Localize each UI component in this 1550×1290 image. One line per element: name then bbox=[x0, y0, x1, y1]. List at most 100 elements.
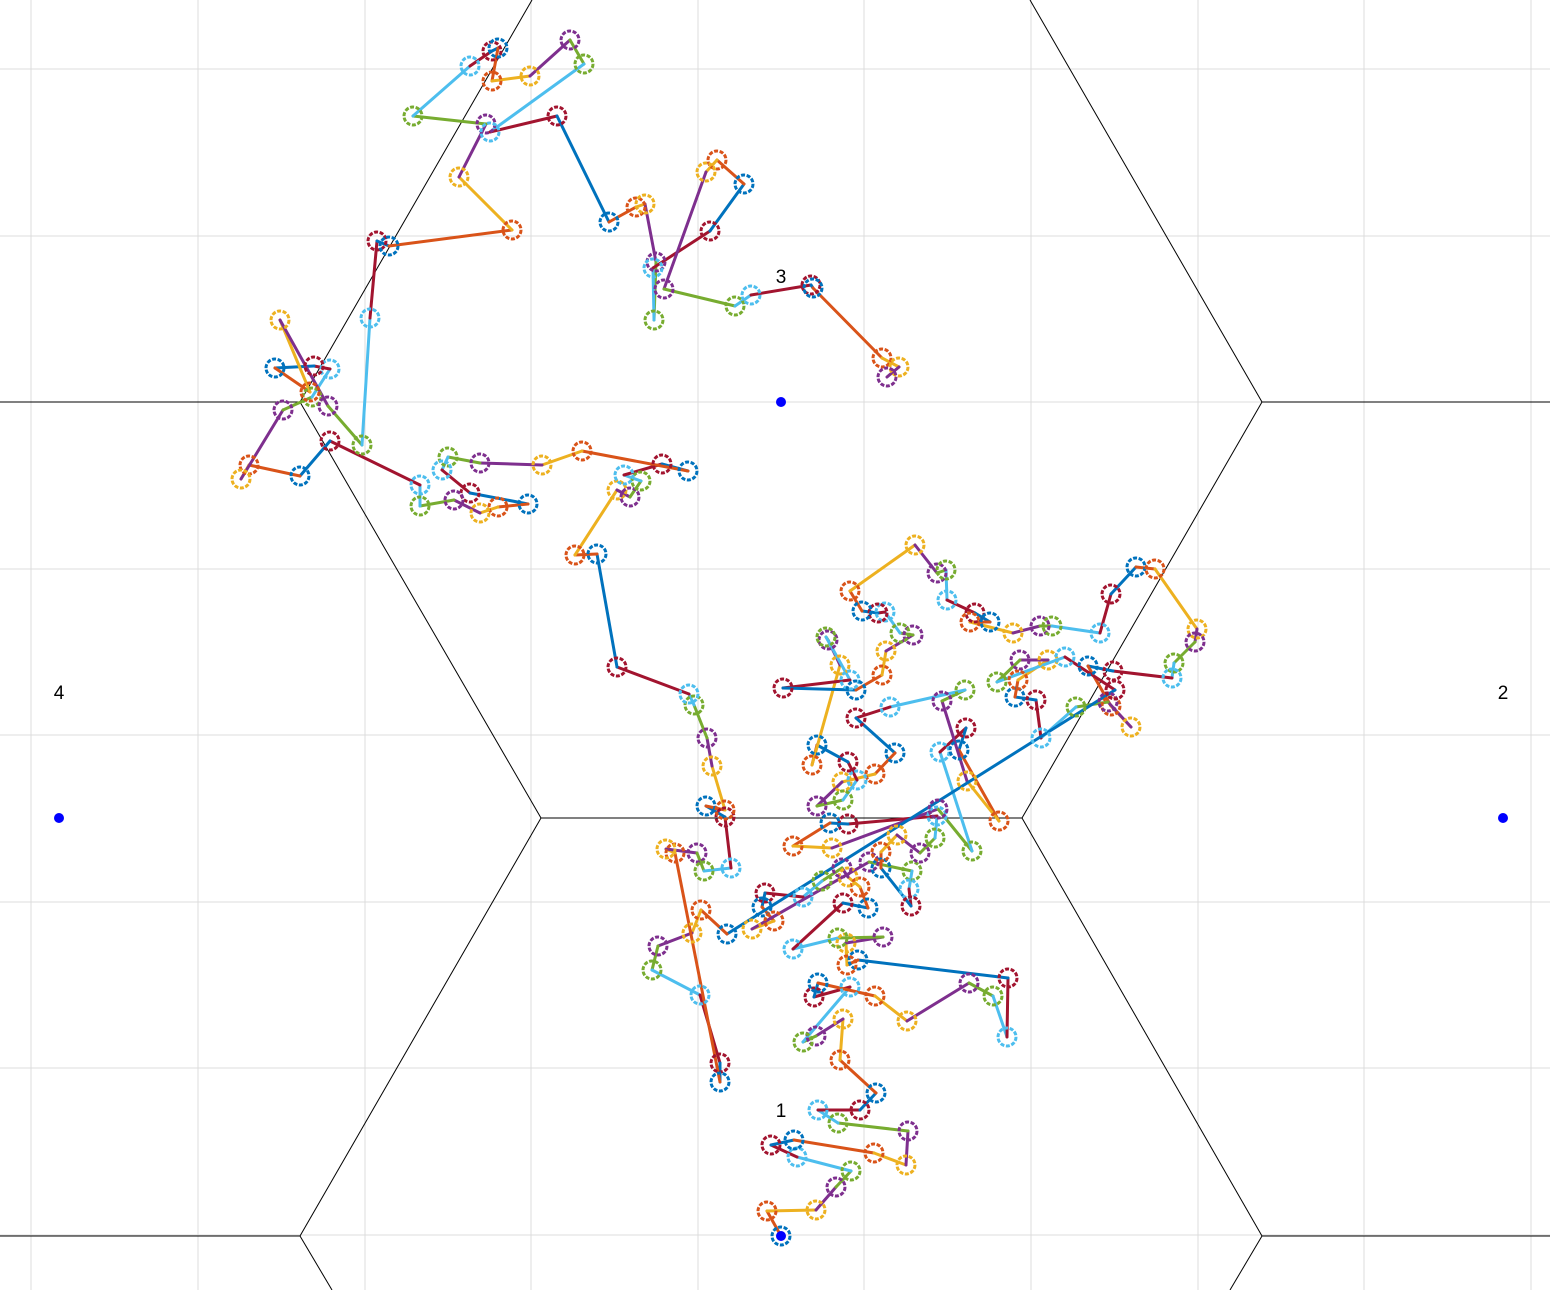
walk-point bbox=[683, 694, 705, 716]
walk-point bbox=[801, 754, 823, 776]
walk-step bbox=[991, 994, 1009, 1039]
walk-point bbox=[772, 677, 794, 699]
walk-step bbox=[490, 74, 532, 83]
walk-step bbox=[457, 175, 514, 232]
walk-step bbox=[858, 885, 870, 910]
walk-point bbox=[519, 65, 541, 87]
walk-step bbox=[662, 287, 737, 308]
walk-point bbox=[886, 824, 908, 846]
walk-point bbox=[935, 559, 957, 581]
walk-step bbox=[749, 283, 813, 297]
walk-point bbox=[909, 842, 931, 864]
walk-point bbox=[874, 601, 896, 623]
center-point bbox=[1498, 813, 1508, 823]
walk-point bbox=[1104, 679, 1126, 701]
walk-point bbox=[487, 37, 509, 59]
walk-point bbox=[720, 857, 742, 879]
walk-point bbox=[1025, 689, 1047, 711]
walk-point bbox=[819, 812, 841, 834]
walk-point bbox=[1089, 622, 1111, 644]
walk-point bbox=[651, 453, 673, 475]
center-label: 4 bbox=[54, 683, 65, 704]
walk-point bbox=[958, 972, 980, 994]
walk-point bbox=[678, 683, 700, 705]
walk-point bbox=[931, 690, 953, 712]
walk-point bbox=[733, 173, 755, 195]
walk-step bbox=[360, 316, 372, 447]
walk-point bbox=[948, 739, 970, 761]
walk-point bbox=[317, 395, 339, 417]
walk-point bbox=[924, 827, 946, 849]
walk-step bbox=[528, 38, 572, 78]
walk-step bbox=[854, 673, 884, 692]
walk-point bbox=[606, 656, 628, 678]
walk-step bbox=[815, 780, 844, 808]
walk-step bbox=[1098, 592, 1113, 635]
walk-point bbox=[741, 918, 763, 940]
walk-point bbox=[783, 1129, 805, 1151]
walk-step bbox=[540, 449, 584, 467]
walk-point bbox=[699, 220, 721, 242]
walk-step bbox=[867, 860, 914, 873]
walk-step bbox=[656, 931, 694, 948]
walk-point bbox=[431, 459, 453, 481]
walk-step bbox=[298, 439, 332, 478]
walk-point bbox=[319, 430, 341, 452]
walk-point bbox=[871, 347, 893, 369]
walk-point bbox=[870, 841, 892, 863]
walk-point bbox=[586, 543, 608, 565]
walk-point bbox=[751, 896, 773, 918]
walk-point bbox=[867, 602, 889, 624]
walk-point bbox=[879, 696, 901, 718]
walk-point bbox=[272, 399, 294, 421]
walk-point bbox=[459, 482, 481, 504]
walk-point bbox=[1054, 646, 1076, 668]
walk-step bbox=[715, 158, 746, 186]
walk-step bbox=[844, 941, 849, 967]
center-point bbox=[776, 1231, 786, 1241]
walk-step bbox=[273, 366, 312, 394]
cell-edge bbox=[1021, 401, 1263, 819]
walk-point bbox=[839, 669, 861, 691]
walk-point bbox=[351, 434, 373, 456]
walk-point bbox=[811, 870, 833, 892]
walk-step bbox=[1172, 640, 1197, 665]
walk-step bbox=[841, 901, 870, 910]
walk-point bbox=[689, 984, 711, 1006]
walk-point bbox=[845, 707, 867, 729]
walk-point bbox=[870, 857, 892, 879]
walk-point bbox=[986, 671, 1008, 693]
walk-step bbox=[1153, 567, 1199, 631]
walk-point bbox=[904, 534, 926, 556]
walk-point bbox=[402, 105, 424, 127]
walk-step bbox=[792, 1138, 876, 1155]
walk-step bbox=[690, 908, 703, 935]
walk-step bbox=[846, 814, 939, 826]
walk-step bbox=[1109, 565, 1138, 596]
walk-point bbox=[815, 626, 837, 648]
walk-step bbox=[763, 891, 805, 899]
walk-point bbox=[806, 734, 828, 756]
walk-step bbox=[836, 1121, 910, 1133]
walk-point bbox=[696, 727, 718, 749]
walk-point bbox=[1041, 615, 1063, 637]
walk-point bbox=[642, 257, 664, 279]
walk-step bbox=[387, 228, 514, 248]
walk-step bbox=[840, 772, 877, 784]
walk-step bbox=[836, 935, 885, 940]
walk-step bbox=[446, 455, 482, 465]
walk-step bbox=[573, 488, 619, 557]
walk-point bbox=[821, 837, 843, 859]
walk-step bbox=[662, 170, 708, 291]
walk-point bbox=[289, 465, 311, 487]
walk-point bbox=[803, 986, 825, 1008]
cell-edge bbox=[299, 1235, 333, 1290]
walk-step bbox=[918, 836, 937, 855]
walk-step bbox=[418, 498, 456, 508]
walk-step bbox=[815, 798, 845, 808]
walk-point bbox=[677, 460, 699, 482]
walk-point bbox=[839, 976, 861, 998]
walk-point bbox=[792, 1031, 814, 1053]
